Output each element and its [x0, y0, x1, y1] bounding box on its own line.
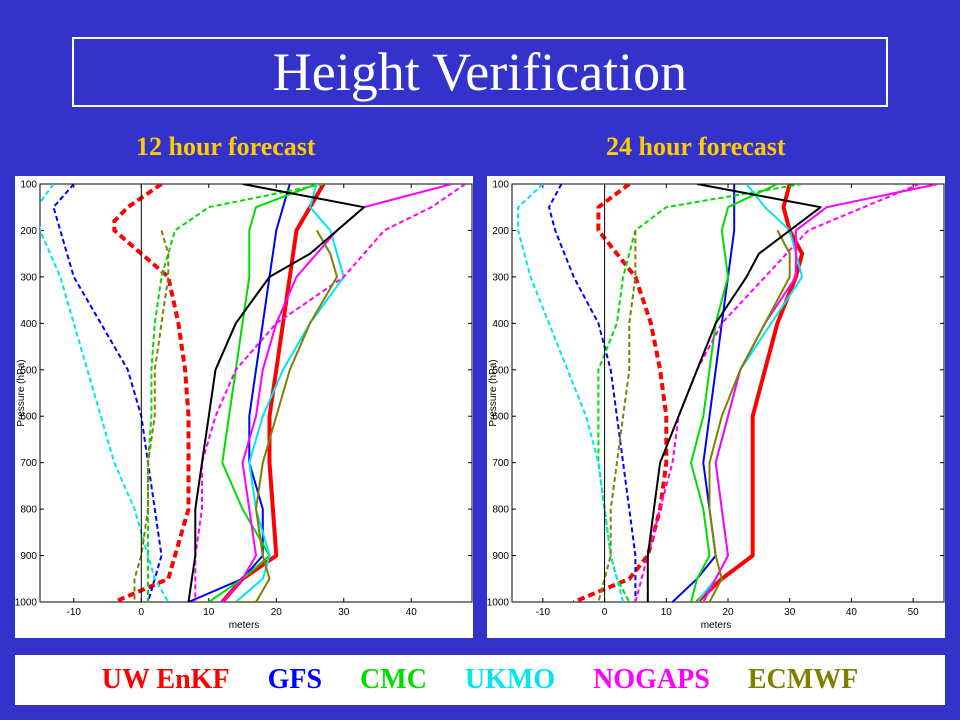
legend-entry-uw-enkf: UW EnKF [101, 664, 230, 695]
series-cmc-dashed [147, 184, 324, 602]
plot-frame [39, 183, 473, 603]
chart-24-hour: 100 200 300 400 500 600 700 800 900 1000 -10 0 10 20 3… [487, 176, 945, 638]
series-ukmo-dashed [517, 184, 625, 602]
series-ecmwf-dashed [597, 230, 637, 602]
y-tick-label: 200 [492, 226, 509, 237]
x-tick-label: 20 [722, 607, 734, 618]
series-nogaps-solid [702, 184, 939, 602]
y-tick-label: 800 [492, 505, 509, 516]
series-uw-enkf-dashed [112, 184, 191, 602]
x-tick-label: 40 [846, 607, 858, 618]
y-tick-label: 600 [20, 412, 37, 423]
x-tick-label: -10 [67, 607, 82, 618]
x-tick-label: 0 [602, 607, 608, 618]
subtitle-24h: 24 hour forecast [606, 132, 786, 161]
y-tick-label: 100 [20, 180, 37, 191]
chart-12-hour: 100 200 300 400 500 600 700 800 900 1000 -10 0 10 20 3… [15, 176, 473, 638]
x-tick-label: 40 [406, 607, 418, 618]
page-title: Height Verification [272, 42, 688, 102]
y-tick-label: 1000 [487, 598, 509, 609]
series-black-solid [646, 184, 822, 602]
x-tick-label: 30 [784, 607, 796, 618]
x-tick-label: 30 [338, 607, 350, 618]
y-tick-label: 400 [20, 319, 37, 330]
series-ukmo-solid [235, 184, 345, 602]
y-tick-label: 700 [492, 458, 509, 469]
series-cmc-dashed [597, 184, 803, 602]
y-tick-label: 900 [492, 551, 509, 562]
series-gfs-solid [188, 184, 291, 602]
y-tick-label: 200 [20, 226, 37, 237]
series-gfs-dashed [548, 184, 637, 602]
y-tick-label: 600 [492, 412, 509, 423]
series-nogaps-dashed [194, 184, 466, 602]
legend-entry-ukmo: UKMO [464, 664, 556, 695]
x-tick-label: 50 [908, 607, 920, 618]
y-axis-label: Pressure (hPa) [16, 359, 27, 426]
legend-entry-gfs: GFS [267, 664, 323, 695]
plot-frame [511, 183, 945, 603]
x-tick-label: 10 [203, 607, 215, 618]
y-tick-label: 500 [492, 365, 509, 376]
series-gfs-dashed [52, 184, 163, 602]
x-tick-label: 20 [271, 607, 283, 618]
y-tick-label: 400 [492, 319, 509, 330]
y-tick-label: 300 [492, 272, 509, 283]
subtitle-12h: 12 hour forecast [136, 132, 316, 161]
series-gfs-solid [671, 184, 736, 602]
y-tick-label: 300 [20, 272, 37, 283]
series-ecmwf-solid [697, 229, 791, 602]
x-axis-label: meters [229, 620, 260, 631]
y-tick-label: 100 [492, 180, 509, 191]
series-cmc-solid [690, 184, 778, 602]
y-tick-label: 900 [20, 551, 37, 562]
y-tick-label: 800 [20, 505, 37, 516]
series-cmc-solid [208, 184, 318, 602]
legend-entry-nogaps: NOGAPS [593, 664, 710, 695]
y-axis-label: Pressure (hPa) [488, 359, 499, 426]
legend: UW EnKF GFS CMC UKMO NOGAPS ECMWF [15, 655, 945, 705]
series-black-solid [187, 184, 365, 602]
legend-entry-ecmwf: ECMWF [747, 664, 859, 695]
legend-entry-cmc: CMC [360, 664, 427, 695]
series-ecmwf-solid [235, 229, 338, 602]
x-tick-label: 0 [138, 607, 144, 618]
x-tick-label: 10 [661, 607, 673, 618]
x-tick-label: -10 [536, 607, 551, 618]
y-tick-label: 500 [20, 365, 37, 376]
series-uw-enkf-dashed [572, 184, 669, 602]
series-ecmwf-dashed [133, 230, 170, 602]
y-tick-label: 1000 [15, 598, 37, 609]
y-tick-label: 700 [20, 458, 37, 469]
title-box: Height Verification [72, 37, 888, 107]
x-axis-label: meters [701, 620, 732, 631]
